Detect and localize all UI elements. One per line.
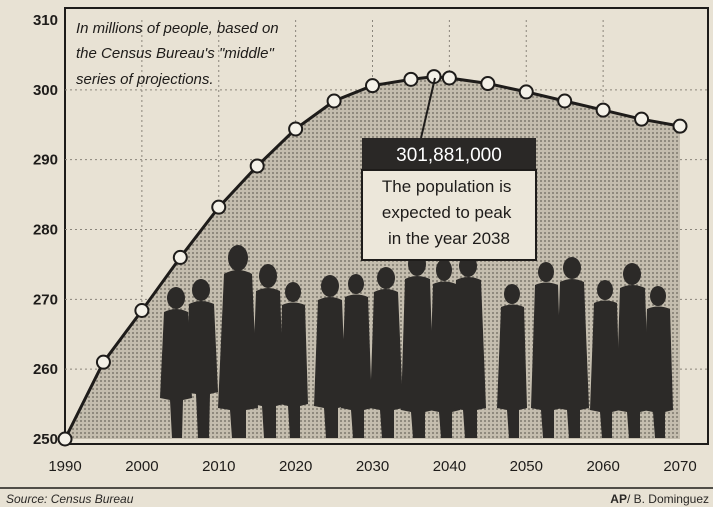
silhouette [218, 245, 258, 438]
callout-text-box [361, 169, 537, 261]
peak-callout: 301,881,000 The population is expected t… [361, 77, 537, 261]
silhouette [497, 284, 527, 438]
note-line: In millions of people, based on [76, 20, 279, 37]
silhouette [643, 286, 673, 438]
x-tick-label: 2050 [510, 458, 543, 475]
silhouette [370, 267, 403, 438]
silhouette [186, 279, 218, 438]
callout-line: in the year 2038 [388, 229, 510, 248]
credit-name: / B. Dominguez [627, 492, 709, 506]
plot-frame [64, 7, 709, 445]
source-label: Source: Census Bureau [6, 492, 134, 506]
data-point [134, 303, 150, 319]
x-tick-label: 2000 [125, 458, 158, 475]
chart-note: In millions of people, based on the Cens… [76, 20, 283, 88]
data-point [403, 71, 419, 87]
data-point [211, 199, 227, 215]
data-point [365, 78, 380, 94]
silhouette [160, 287, 192, 438]
data-point [95, 354, 111, 370]
callout-value-box [362, 138, 536, 170]
silhouette [429, 259, 460, 438]
data-point [288, 121, 304, 137]
callout-line: The population is [382, 177, 511, 196]
x-tick-label: 1990 [48, 458, 81, 475]
data-point [480, 76, 496, 92]
silhouette [314, 275, 346, 438]
x-axis-ticks: 1990 2000 2010 2020 2030 2040 2050 2060 2070 [48, 458, 696, 475]
callout-pointer [420, 77, 436, 139]
x-tick-label: 2010 [202, 458, 235, 475]
y-axis-ticks: 250 260 270 280 290 300 310 [33, 12, 58, 448]
silhouette [341, 274, 372, 438]
x-tick-label: 2060 [586, 458, 619, 475]
credit-label: AP/ B. Dominguez [610, 492, 709, 506]
x-tick-label: 2030 [356, 458, 389, 475]
people-silhouettes [160, 245, 673, 438]
data-point [518, 84, 534, 100]
y-tick-label: 290 [33, 152, 58, 169]
silhouette [556, 257, 589, 438]
data-point [326, 93, 342, 109]
data-point [249, 158, 265, 174]
data-point [557, 93, 573, 109]
x-tick-label: 2070 [663, 458, 696, 475]
y-tick-label: 280 [33, 222, 58, 239]
silhouette [280, 282, 308, 438]
data-point [634, 111, 650, 127]
y-tick-label: 260 [33, 361, 58, 378]
credit-bold: AP [610, 492, 627, 506]
note-line: series of projections. [76, 71, 214, 88]
note-line: the Census Bureau's "middle" [76, 45, 274, 62]
data-points [57, 69, 688, 447]
data-point [672, 118, 688, 134]
data-point [172, 249, 188, 265]
x-tick-label: 2020 [279, 458, 312, 475]
silhouette [590, 280, 620, 438]
callout-text: The population is expected to peak in th… [382, 177, 516, 248]
data-point [595, 102, 611, 118]
silhouette [401, 252, 434, 438]
callout-value: 301,881,000 [396, 145, 502, 166]
y-tick-label: 250 [33, 431, 58, 448]
y-tick-label: 310 [33, 12, 58, 29]
silhouette [616, 263, 649, 438]
y-tick-label: 270 [33, 291, 58, 308]
silhouette [531, 262, 562, 438]
silhouette [252, 264, 284, 438]
data-point [441, 70, 457, 86]
callout-line: expected to peak [382, 203, 512, 222]
y-tick-label: 300 [33, 82, 58, 99]
data-point [57, 431, 73, 447]
x-tick-label: 2040 [433, 458, 466, 475]
